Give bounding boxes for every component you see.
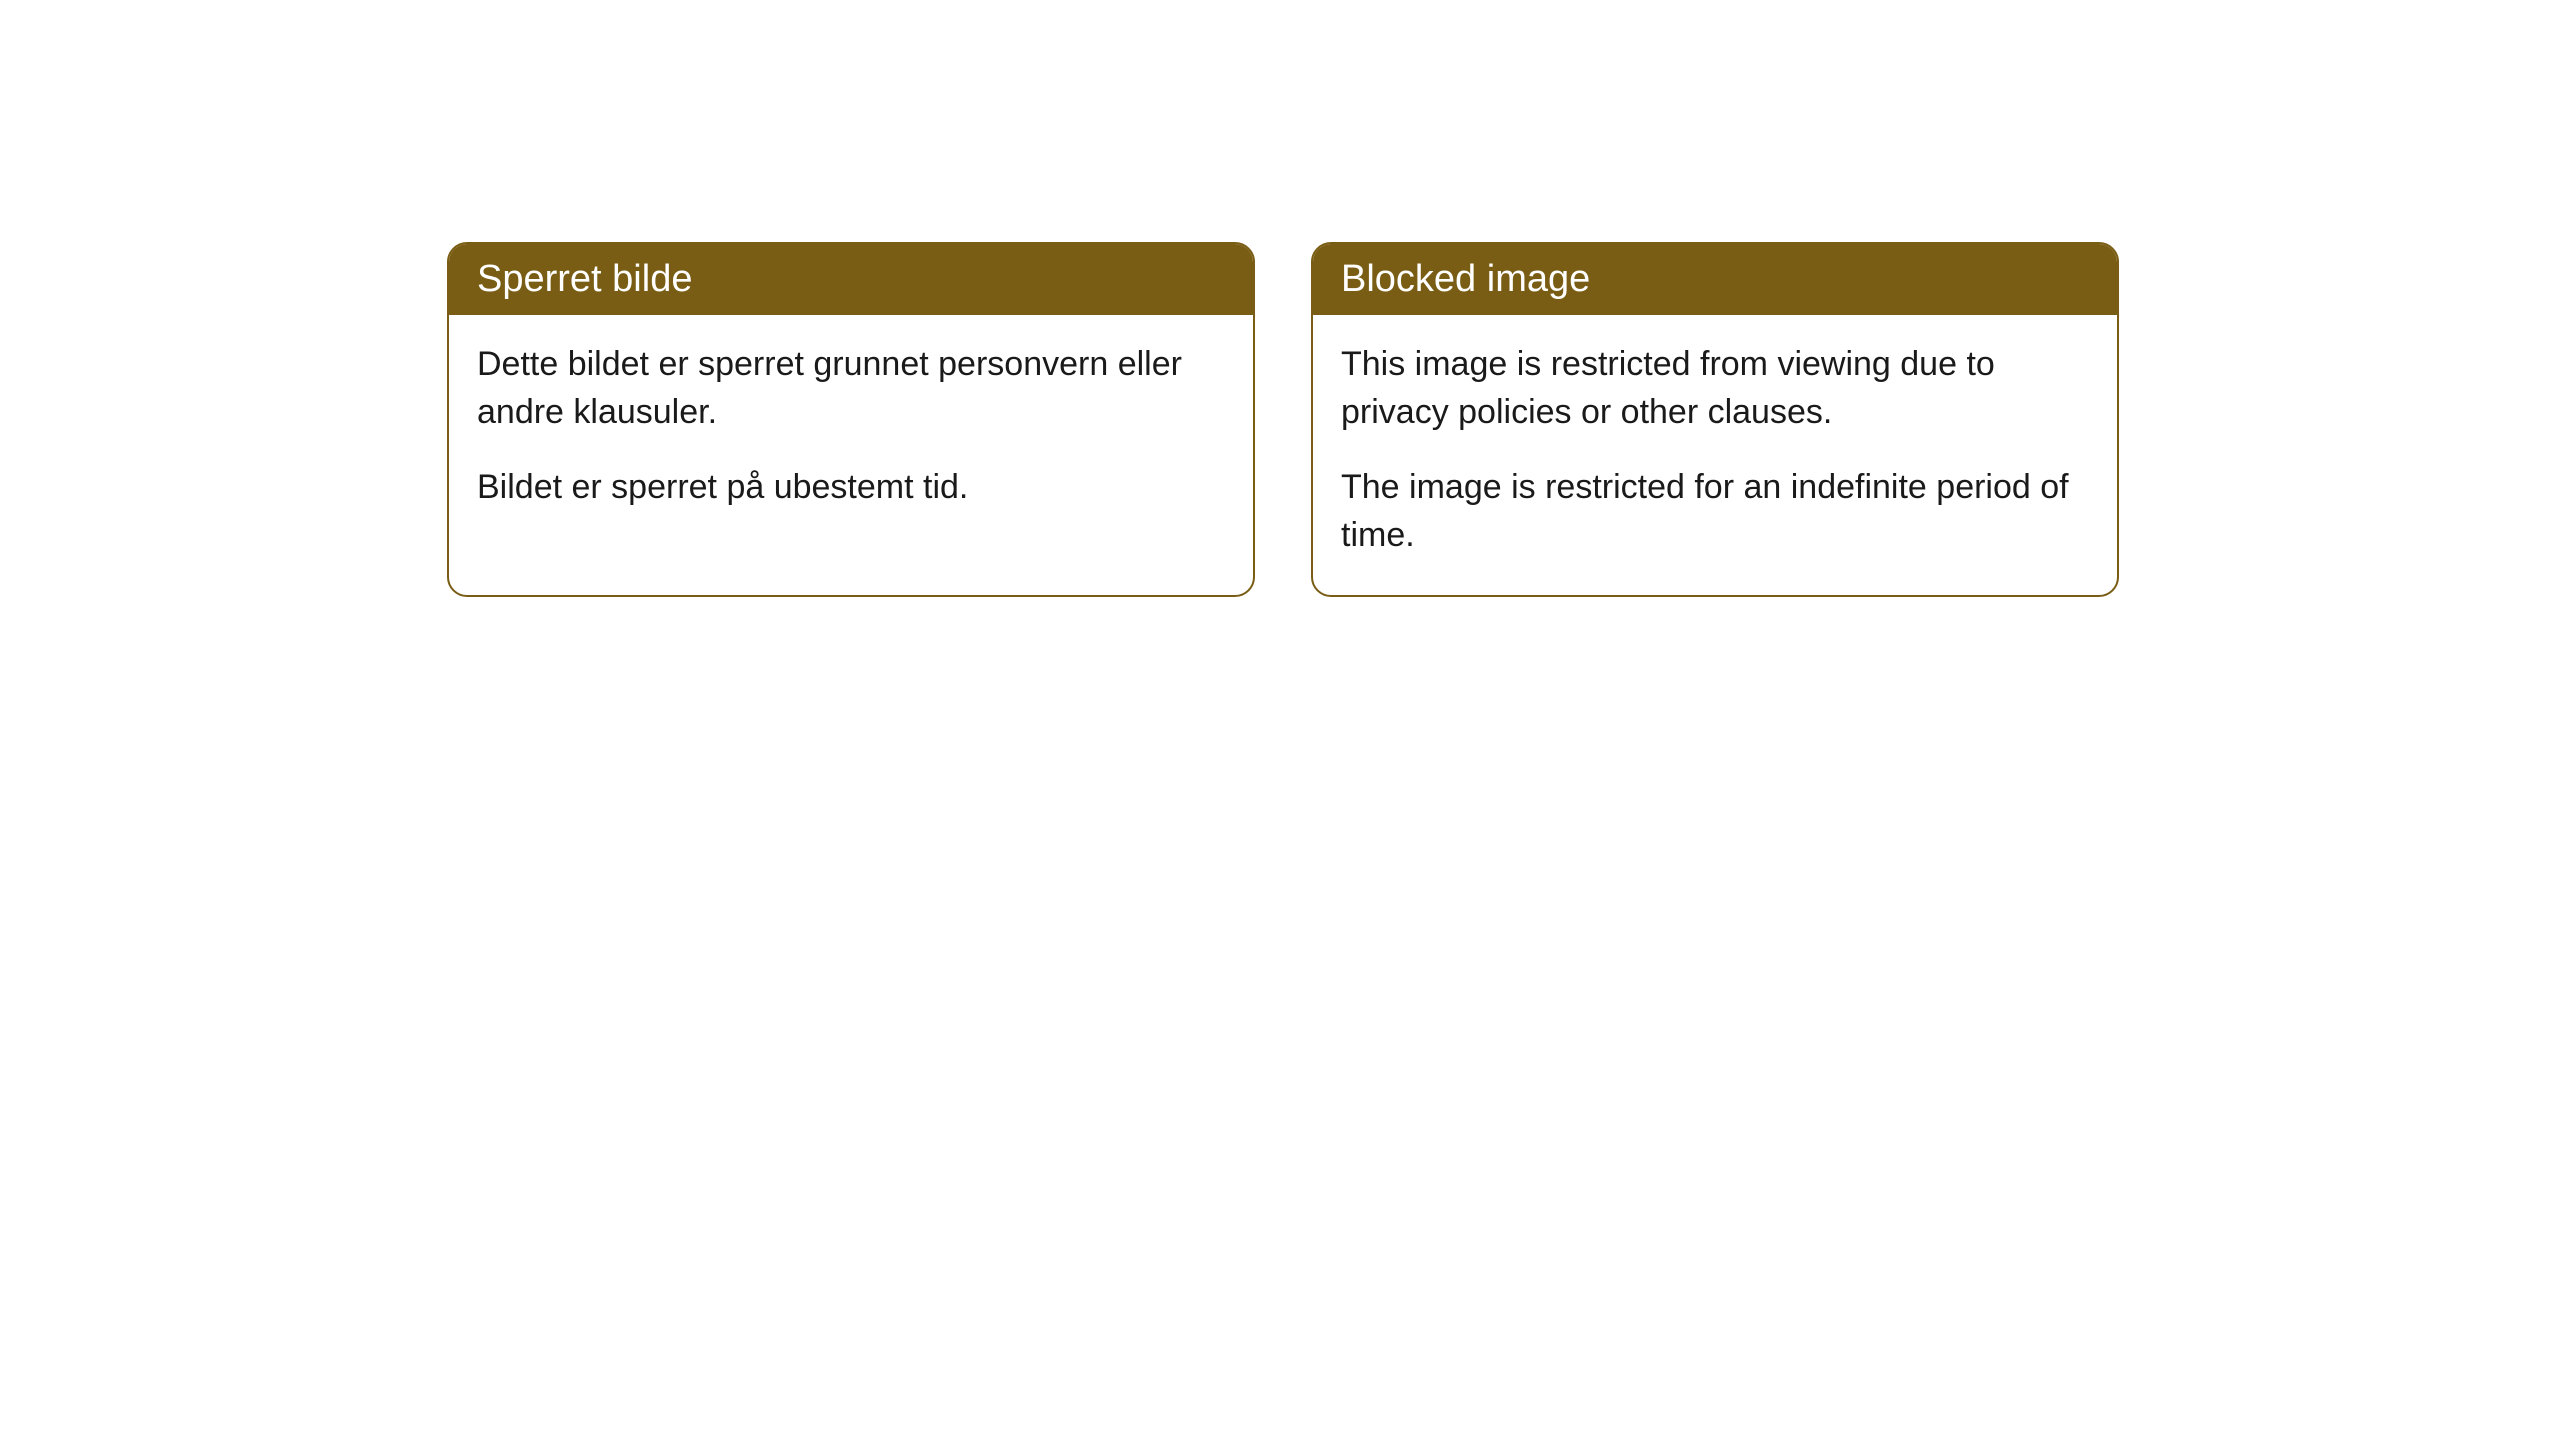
card-title: Sperret bilde <box>477 258 692 300</box>
card-header: Blocked image <box>1313 244 2117 315</box>
card-body: Dette bildet er sperret grunnet personve… <box>449 315 1253 548</box>
card-paragraph: The image is restricted for an indefinit… <box>1341 464 2089 559</box>
blocked-image-card-english: Blocked image This image is restricted f… <box>1311 242 2119 597</box>
card-header: Sperret bilde <box>449 244 1253 315</box>
card-paragraph: Bildet er sperret på ubestemt tid. <box>477 464 1225 512</box>
blocked-image-card-norwegian: Sperret bilde Dette bildet er sperret gr… <box>447 242 1255 597</box>
cards-container: Sperret bilde Dette bildet er sperret gr… <box>447 242 2119 597</box>
card-title: Blocked image <box>1341 258 1590 300</box>
card-paragraph: Dette bildet er sperret grunnet personve… <box>477 341 1225 436</box>
card-paragraph: This image is restricted from viewing du… <box>1341 341 2089 436</box>
card-body: This image is restricted from viewing du… <box>1313 315 2117 595</box>
